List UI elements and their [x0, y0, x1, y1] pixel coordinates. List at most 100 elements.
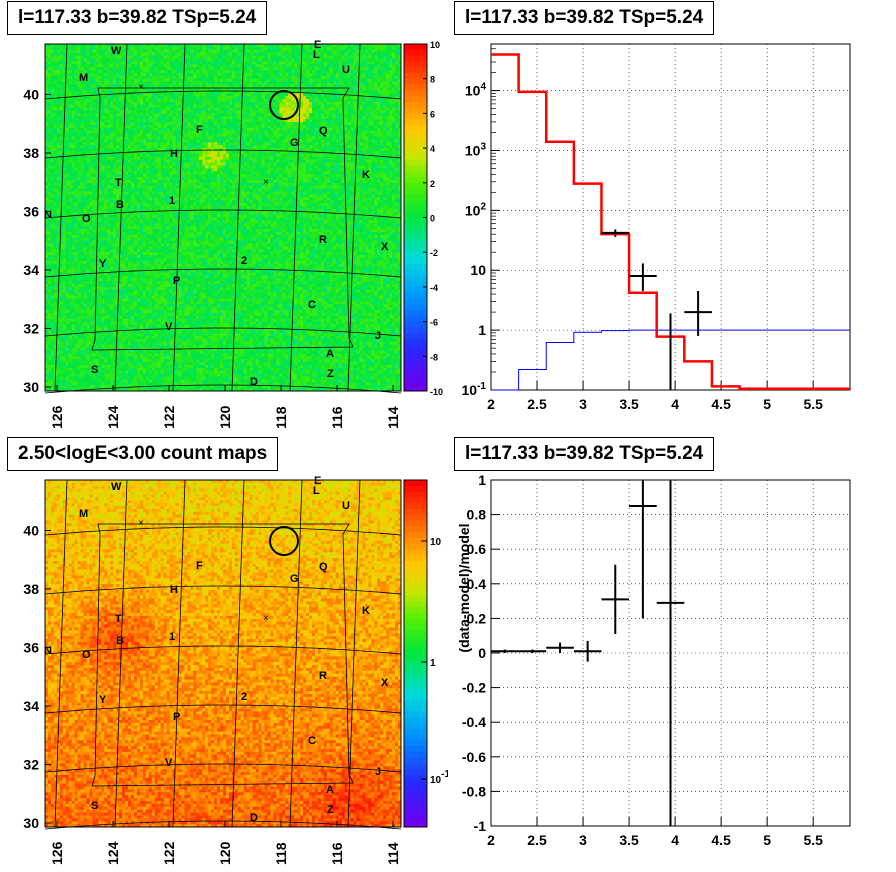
- source-label: J: [375, 766, 381, 778]
- cross-marker: ×: [263, 177, 269, 188]
- colorbar-cell: [404, 717, 427, 724]
- colorbar-cell: [404, 194, 427, 201]
- source-label: K: [362, 605, 370, 617]
- y-tick-label: -0.4: [462, 714, 486, 730]
- source-label: Y: [99, 258, 107, 270]
- source-label: Q: [319, 561, 328, 573]
- source-label: S: [91, 800, 98, 812]
- source-label: D: [250, 812, 258, 824]
- source-label: V: [165, 321, 173, 333]
- y-tick-label: 30: [23, 815, 39, 831]
- y-tick-label: 104: [465, 82, 487, 99]
- colorbar-cell: [404, 373, 427, 380]
- colorbar-cell: [404, 520, 427, 527]
- colorbar-cell: [404, 165, 427, 172]
- colorbar-cell: [404, 537, 427, 545]
- colorbar-cell: [404, 229, 427, 236]
- colorbar-cell: [404, 281, 427, 288]
- map-frame: [44, 43, 402, 392]
- y-tick-label: -0.6: [462, 749, 486, 765]
- longitude-line: [114, 479, 128, 828]
- source-label: F: [196, 560, 203, 572]
- latitude-line: [44, 268, 402, 278]
- colorbar-cell: [404, 338, 427, 346]
- colorbar-cell: [404, 774, 427, 782]
- data-point: [491, 649, 519, 653]
- data-point: [546, 642, 574, 653]
- longitude-line: [231, 479, 245, 828]
- colorbar-cell: [404, 751, 427, 759]
- coordinate-grid: [44, 43, 402, 394]
- data-point: [629, 263, 657, 292]
- source-label: 2: [241, 691, 247, 703]
- y-tick-label: 0.6: [467, 541, 487, 557]
- count-map-title: 2.50<logE<3.00 count maps: [7, 437, 279, 471]
- x-tick-label: 116: [329, 842, 345, 865]
- source-label: Z: [327, 368, 334, 380]
- colorbar-cell: [404, 815, 427, 822]
- longitude-line: [347, 479, 361, 828]
- colorbar-cell: [404, 514, 427, 521]
- x-tick-label: 2.5: [527, 832, 547, 848]
- source-label: 1: [169, 195, 175, 207]
- colorbar-cell: [404, 286, 427, 294]
- y-tick-label: 102: [465, 201, 487, 218]
- colorbar-tick-label: 2: [430, 179, 435, 189]
- y-tick-label: 40: [23, 523, 39, 539]
- x-tick-label: 5.5: [803, 832, 823, 848]
- latitude-line: [44, 645, 402, 655]
- colorbar-cell: [404, 780, 427, 788]
- source-label: O: [82, 649, 91, 661]
- colorbar-cell: [404, 257, 427, 265]
- source-label: L: [313, 485, 320, 497]
- source-label: A: [326, 784, 334, 796]
- colorbar-tick-label: 10-1: [430, 769, 448, 786]
- source-label: U: [342, 64, 350, 76]
- source-label: S: [91, 364, 98, 376]
- longitude-line: [289, 43, 303, 392]
- colorbar-cell: [404, 188, 427, 195]
- colorbar-cell: [404, 321, 427, 328]
- colorbar-cell: [404, 67, 427, 74]
- colorbar-cell: [404, 757, 427, 764]
- colorbar-cell: [404, 786, 427, 793]
- spectrum-title: l=117.33 b=39.82 TSp=5.24: [454, 1, 715, 35]
- source-label: J: [375, 330, 381, 342]
- colorbar-cell: [404, 746, 427, 753]
- x-tick-label: 3.5: [619, 832, 639, 848]
- colorbar-cell: [404, 367, 427, 375]
- colorbar-cell: [404, 549, 427, 556]
- latitude-line: [44, 763, 402, 773]
- colorbar-cell: [404, 532, 427, 539]
- source-label: W: [111, 45, 122, 57]
- cross-marker: ×: [138, 82, 144, 93]
- longitude-line: [347, 43, 361, 392]
- colorbar-cell: [404, 234, 427, 242]
- colorbar-cell: [404, 61, 427, 68]
- x-tick-label: 118: [273, 406, 289, 429]
- colorbar-tick-label: 10: [430, 40, 440, 50]
- source-label: Y: [99, 694, 107, 706]
- colorbar-tick-label: 8: [430, 75, 435, 85]
- y-tick-label: 10-1: [462, 381, 487, 398]
- latitude-line: [44, 585, 402, 595]
- y-tick-label: 10: [470, 262, 486, 278]
- colorbar-cell: [404, 508, 427, 516]
- map-frame: [44, 479, 402, 828]
- source-label: R: [319, 670, 327, 682]
- y-tick-label: 0: [478, 645, 486, 661]
- x-tick-label: 4.5: [711, 396, 731, 412]
- colorbar-cell: [404, 315, 427, 323]
- x-tick-label: 4: [671, 396, 679, 412]
- colorbar-cell: [404, 659, 427, 666]
- colorbar-cell: [404, 44, 427, 51]
- colorbar-cell: [404, 275, 427, 282]
- colorbar-cell: [404, 693, 427, 701]
- source-label: K: [362, 169, 370, 181]
- source-label: A: [326, 348, 334, 360]
- colorbar-cell: [404, 503, 427, 510]
- colorbar-cell: [404, 246, 427, 253]
- x-tick-label: 5: [763, 396, 771, 412]
- colorbar-cell: [404, 310, 427, 317]
